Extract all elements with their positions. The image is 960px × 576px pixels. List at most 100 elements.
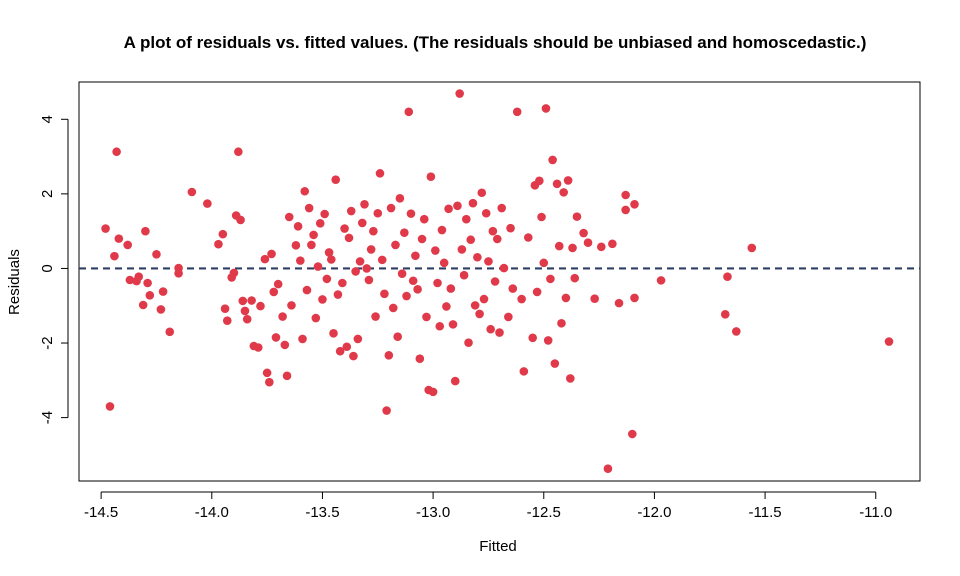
data-point xyxy=(566,374,575,383)
data-point xyxy=(123,240,132,250)
data-point xyxy=(426,172,436,182)
y-tick-label: -4 xyxy=(39,411,56,424)
data-point xyxy=(455,89,464,98)
data-point xyxy=(158,287,168,296)
data-point xyxy=(273,279,283,289)
data-point xyxy=(462,214,471,224)
data-point xyxy=(563,176,573,185)
data-point xyxy=(300,186,310,196)
data-point xyxy=(280,340,290,350)
data-point xyxy=(384,351,394,360)
y-tick-label: 2 xyxy=(39,190,56,198)
data-point xyxy=(431,246,440,255)
data-point xyxy=(720,310,730,319)
data-point xyxy=(382,406,391,415)
x-tick-label: -12.0 xyxy=(637,504,671,521)
x-tick-label: -13.5 xyxy=(305,504,339,521)
data-point xyxy=(621,205,630,215)
data-point xyxy=(439,258,449,268)
data-point xyxy=(404,107,414,117)
data-point xyxy=(497,203,507,213)
data-point xyxy=(570,273,580,283)
data-point xyxy=(271,333,281,342)
data-point xyxy=(484,257,493,266)
data-point xyxy=(603,464,613,473)
data-point xyxy=(247,296,256,305)
data-point xyxy=(313,262,323,271)
data-point xyxy=(366,245,376,254)
data-point xyxy=(386,203,396,213)
data-point xyxy=(444,204,453,214)
data-point xyxy=(614,298,624,308)
data-point xyxy=(402,291,411,301)
data-point xyxy=(732,327,741,336)
data-point xyxy=(590,294,599,303)
data-point xyxy=(165,327,175,337)
data-point xyxy=(101,224,110,233)
data-point xyxy=(253,343,263,352)
plot-frame xyxy=(78,81,921,482)
data-point xyxy=(417,234,427,244)
data-point xyxy=(320,209,329,219)
data-point xyxy=(557,318,566,328)
data-point xyxy=(234,147,243,157)
data-point xyxy=(499,263,509,273)
data-point xyxy=(265,377,274,387)
data-point xyxy=(220,304,230,314)
data-point xyxy=(262,368,272,378)
data-point xyxy=(470,301,480,310)
data-point xyxy=(552,179,562,189)
data-point xyxy=(492,234,502,244)
data-point xyxy=(546,274,555,284)
data-point xyxy=(377,255,387,265)
data-point xyxy=(466,235,476,245)
data-point xyxy=(203,199,212,208)
data-point xyxy=(428,387,438,397)
data-point xyxy=(459,270,469,280)
data-point xyxy=(296,256,305,265)
data-point xyxy=(355,257,365,266)
data-point xyxy=(293,222,303,231)
data-point xyxy=(342,342,352,352)
data-point xyxy=(302,285,312,295)
data-point xyxy=(322,274,332,284)
data-point xyxy=(884,337,894,346)
data-point xyxy=(357,218,367,228)
data-point xyxy=(630,293,639,303)
data-point xyxy=(422,312,431,322)
data-point xyxy=(371,312,380,321)
data-point xyxy=(125,275,135,285)
data-point xyxy=(236,215,245,225)
data-point xyxy=(138,300,148,310)
data-point xyxy=(473,252,482,262)
data-point xyxy=(229,268,239,278)
data-point xyxy=(269,287,279,297)
data-point xyxy=(411,251,420,261)
data-point xyxy=(375,169,385,178)
x-tick-label: -12.5 xyxy=(527,504,561,521)
data-point xyxy=(490,277,500,286)
data-point xyxy=(344,233,354,243)
data-point xyxy=(504,312,513,322)
data-point xyxy=(327,255,336,264)
data-point xyxy=(413,285,422,294)
data-point xyxy=(278,312,287,321)
data-point xyxy=(329,329,338,338)
data-point xyxy=(110,251,119,261)
data-point xyxy=(468,198,478,208)
data-point xyxy=(397,269,407,278)
data-point xyxy=(541,104,551,113)
data-point xyxy=(512,107,522,117)
data-point xyxy=(324,248,334,257)
data-point xyxy=(608,239,617,249)
data-point xyxy=(488,226,498,236)
data-point xyxy=(134,272,144,281)
data-point xyxy=(495,328,504,337)
x-axis-label: Fitted xyxy=(479,538,517,555)
x-tick-label: -14.5 xyxy=(84,504,118,521)
data-point xyxy=(550,359,560,368)
x-tick-label: -13.0 xyxy=(416,504,450,521)
y-tick-label: 4 xyxy=(39,115,56,123)
data-point xyxy=(532,287,542,297)
data-point xyxy=(519,367,529,376)
